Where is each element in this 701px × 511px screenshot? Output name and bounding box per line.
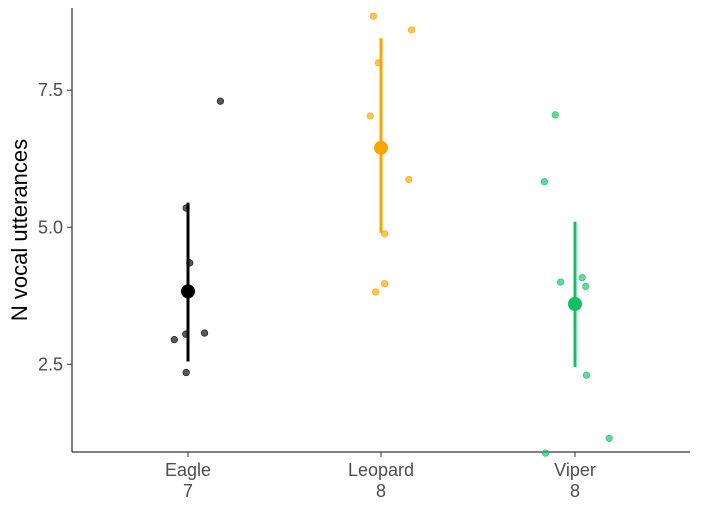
data-point-viper: [605, 434, 613, 442]
data-point-leopard: [366, 112, 374, 120]
x-tick-label-leopard: Leopard: [348, 460, 414, 480]
data-point-leopard: [408, 26, 416, 34]
data-point-viper: [556, 278, 565, 286]
y-tick-label: 2.5: [38, 354, 63, 374]
data-point-eagle: [182, 368, 190, 377]
mean-point-viper: [568, 297, 582, 311]
data-point-eagle: [170, 336, 178, 344]
x-tick-count-viper: 8: [570, 481, 580, 501]
y-tick-label: 7.5: [38, 80, 63, 100]
data-point-viper: [541, 449, 550, 457]
mean-point-leopard: [374, 140, 388, 155]
data-point-viper: [578, 274, 586, 282]
data-point-viper: [551, 111, 559, 119]
x-tick-label-viper: Viper: [554, 460, 596, 480]
y-tick-label: 5.0: [38, 217, 63, 237]
data-point-viper: [540, 178, 549, 186]
x-tick-count-eagle: 7: [183, 481, 193, 501]
data-point-leopard: [381, 230, 389, 238]
data-point-eagle: [200, 329, 209, 337]
mean-point-eagle: [181, 284, 195, 299]
data-point-leopard: [369, 12, 378, 20]
data-point-leopard: [372, 288, 380, 296]
data-point-viper: [582, 282, 590, 291]
y-axis-title: N vocal utterances: [7, 139, 32, 321]
x-tick-label-eagle: Eagle: [165, 460, 211, 480]
data-point-leopard: [405, 175, 413, 184]
data-point-leopard: [381, 280, 389, 288]
x-tick-count-leopard: 8: [376, 481, 386, 501]
data-point-eagle: [216, 97, 224, 105]
data-point-viper: [582, 371, 591, 379]
